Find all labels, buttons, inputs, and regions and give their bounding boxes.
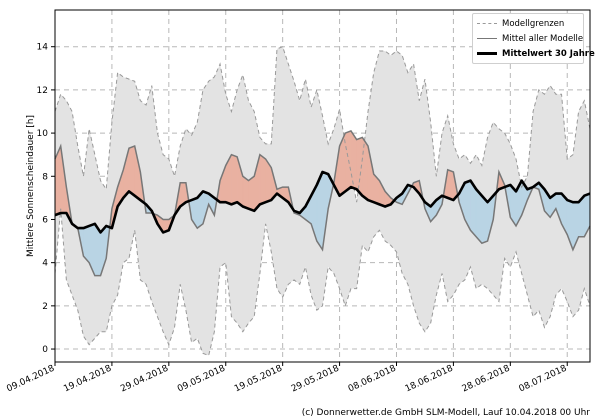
x-tick-label: 18.06.2018 bbox=[404, 364, 455, 395]
legend: Modellgrenzen Mittel aller Modelle Mitte… bbox=[472, 13, 595, 64]
legend-thick-line-icon bbox=[477, 52, 497, 55]
legend-label: Mittelwert 30 Jahre bbox=[502, 48, 595, 59]
plot-frame bbox=[54, 9, 591, 363]
y-tick-label: 12 bbox=[37, 86, 48, 96]
above-average-area bbox=[362, 136, 369, 201]
above-average-area bbox=[447, 169, 454, 201]
y-tick-label: 0 bbox=[42, 345, 48, 355]
above-average-area bbox=[242, 175, 249, 210]
x-tick-label: 29.04.2018 bbox=[119, 364, 170, 395]
model-max-line bbox=[54, 46, 591, 203]
credit-text: (c) Donnerwetter.de GmbH SLM-Modell, Lau… bbox=[301, 408, 590, 418]
y-axis-label: Mittlere Sonnenscheindauer [h] bbox=[26, 115, 36, 257]
x-tick-label: 08.06.2018 bbox=[347, 364, 398, 395]
above-average-area bbox=[248, 175, 255, 212]
y-tick-label: 6 bbox=[42, 215, 48, 225]
y-tick-label: 2 bbox=[42, 302, 48, 312]
y-tick-label: 10 bbox=[37, 129, 49, 139]
below-average-area bbox=[475, 188, 483, 244]
x-tick-label: 19.05.2018 bbox=[233, 364, 284, 395]
y-tick-label: 14 bbox=[37, 43, 49, 53]
x-tick-label: 29.05.2018 bbox=[290, 364, 341, 395]
x-tick-label: 09.04.2018 bbox=[5, 364, 56, 395]
model-min-line bbox=[54, 208, 591, 357]
above-average-area bbox=[350, 130, 357, 190]
climatology-line bbox=[54, 170, 591, 234]
above-average-area bbox=[128, 145, 135, 197]
y-tick-label: 8 bbox=[42, 172, 48, 182]
above-average-area bbox=[345, 130, 352, 192]
model-mean-line bbox=[54, 130, 591, 277]
legend-item-model-mean: Mittel aller Modelle bbox=[477, 31, 583, 46]
y-axis-ticks: 0 2 4 6 8 10 12 14 bbox=[37, 43, 55, 355]
x-tick-label: 08.07.2018 bbox=[518, 364, 569, 395]
above-average-area bbox=[231, 154, 238, 205]
legend-dashed-line-icon bbox=[477, 23, 497, 24]
legend-item-climatology: Mittelwert 30 Jahre bbox=[477, 46, 595, 61]
legend-item-model-range: Modellgrenzen bbox=[477, 16, 579, 31]
above-average-area bbox=[259, 154, 266, 205]
legend-label: Modellgrenzen bbox=[502, 18, 565, 29]
x-tick-label: 19.04.2018 bbox=[62, 364, 113, 395]
x-tick-label: 09.05.2018 bbox=[176, 364, 227, 395]
y-tick-label: 4 bbox=[42, 259, 48, 269]
x-axis-ticks: 09.04.2018 19.04.2018 29.04.2018 09.05.2018… bbox=[5, 362, 569, 395]
x-tick-label: 28.06.2018 bbox=[461, 364, 512, 395]
series-lines bbox=[54, 46, 591, 357]
legend-solid-line-icon bbox=[477, 38, 497, 39]
legend-label: Mittel aller Modelle bbox=[502, 33, 584, 44]
